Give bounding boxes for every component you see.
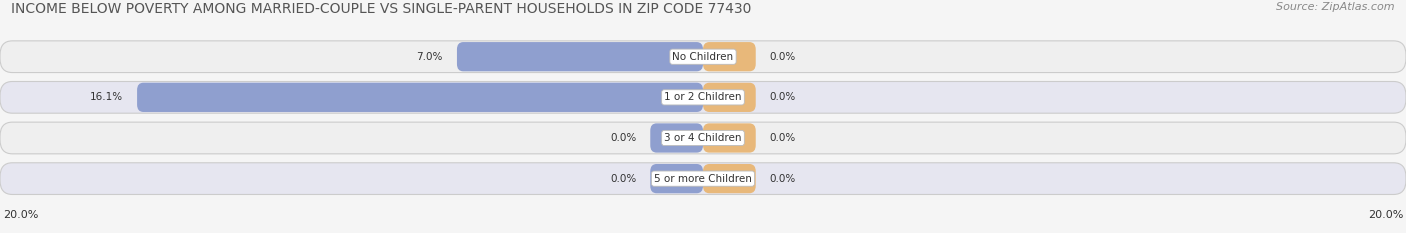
FancyBboxPatch shape [703,123,756,153]
Text: 0.0%: 0.0% [610,133,637,143]
FancyBboxPatch shape [457,42,703,71]
Text: 0.0%: 0.0% [770,133,796,143]
FancyBboxPatch shape [703,83,756,112]
FancyBboxPatch shape [0,163,1406,195]
Text: 16.1%: 16.1% [90,92,124,102]
Text: 0.0%: 0.0% [770,52,796,62]
Text: 0.0%: 0.0% [610,174,637,184]
Text: 1 or 2 Children: 1 or 2 Children [664,92,742,102]
Text: Source: ZipAtlas.com: Source: ZipAtlas.com [1277,2,1395,12]
FancyBboxPatch shape [136,83,703,112]
FancyBboxPatch shape [650,164,703,193]
Text: 0.0%: 0.0% [770,174,796,184]
Text: 5 or more Children: 5 or more Children [654,174,752,184]
FancyBboxPatch shape [0,41,1406,72]
Text: No Children: No Children [672,52,734,62]
FancyBboxPatch shape [0,82,1406,113]
Text: 20.0%: 20.0% [1368,210,1403,220]
FancyBboxPatch shape [703,164,756,193]
Text: INCOME BELOW POVERTY AMONG MARRIED-COUPLE VS SINGLE-PARENT HOUSEHOLDS IN ZIP COD: INCOME BELOW POVERTY AMONG MARRIED-COUPL… [11,2,752,16]
Text: 3 or 4 Children: 3 or 4 Children [664,133,742,143]
Text: 20.0%: 20.0% [3,210,38,220]
FancyBboxPatch shape [650,123,703,153]
FancyBboxPatch shape [0,122,1406,154]
Text: 7.0%: 7.0% [416,52,443,62]
Text: 0.0%: 0.0% [770,92,796,102]
FancyBboxPatch shape [703,42,756,71]
